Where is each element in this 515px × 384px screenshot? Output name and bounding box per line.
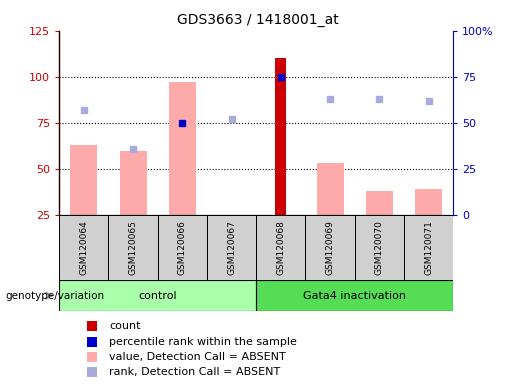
Bar xyxy=(109,215,158,280)
Text: genotype/variation: genotype/variation xyxy=(5,291,104,301)
Bar xyxy=(256,215,305,280)
Bar xyxy=(415,189,442,215)
Text: GSM120068: GSM120068 xyxy=(277,220,285,275)
Bar xyxy=(355,215,404,280)
Bar xyxy=(256,280,453,311)
Text: value, Detection Call = ABSENT: value, Detection Call = ABSENT xyxy=(109,352,286,362)
Bar xyxy=(207,215,256,280)
Bar xyxy=(158,215,207,280)
Bar xyxy=(169,82,196,215)
Text: Gata4 inactivation: Gata4 inactivation xyxy=(303,291,406,301)
Bar xyxy=(276,58,286,215)
Text: GSM120066: GSM120066 xyxy=(178,220,187,275)
Bar xyxy=(59,280,256,311)
Text: GSM120069: GSM120069 xyxy=(325,220,335,275)
Bar xyxy=(366,191,393,215)
Bar xyxy=(317,164,344,215)
Text: GDS3663 / 1418001_at: GDS3663 / 1418001_at xyxy=(177,13,338,27)
Text: control: control xyxy=(139,291,177,301)
Text: count: count xyxy=(109,321,141,331)
Bar xyxy=(305,215,355,280)
Text: GSM120065: GSM120065 xyxy=(129,220,138,275)
Text: GSM120071: GSM120071 xyxy=(424,220,433,275)
Text: rank, Detection Call = ABSENT: rank, Detection Call = ABSENT xyxy=(109,367,280,377)
Bar xyxy=(119,151,147,215)
Text: GSM120064: GSM120064 xyxy=(79,220,89,275)
Bar xyxy=(71,145,97,215)
Bar xyxy=(404,215,453,280)
Text: GSM120070: GSM120070 xyxy=(375,220,384,275)
Bar xyxy=(59,215,109,280)
Text: GSM120067: GSM120067 xyxy=(227,220,236,275)
Text: percentile rank within the sample: percentile rank within the sample xyxy=(109,337,297,347)
